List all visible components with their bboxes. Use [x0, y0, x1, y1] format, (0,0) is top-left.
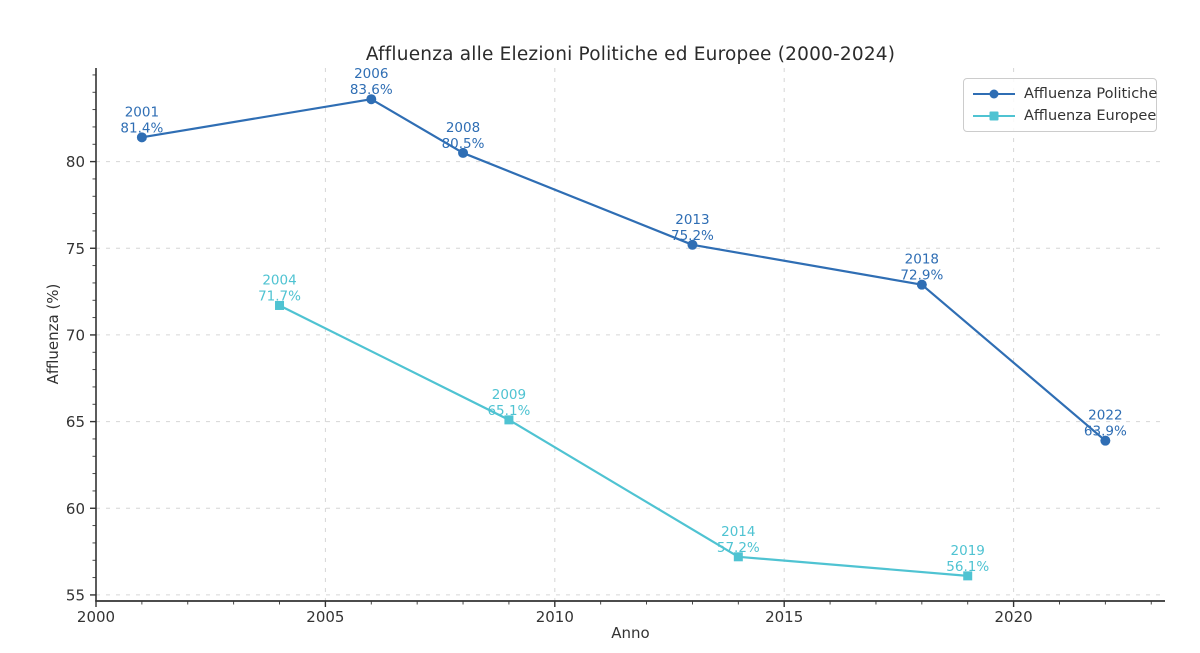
annotation-value: 75.2%	[671, 228, 714, 244]
x-axis-label: Anno	[611, 624, 650, 642]
x-tick-label: 2010	[536, 608, 574, 626]
x-tick-label: 2005	[306, 608, 344, 626]
y-tick-label: 80	[66, 153, 85, 171]
legend-box: Affluenza Politiche Affluenza Europee	[963, 78, 1157, 132]
annotation-value: 81.4%	[120, 120, 163, 136]
annotation-year: 2022	[1088, 408, 1122, 424]
annotation-year: 2001	[125, 104, 159, 120]
legend-label-europee: Affluenza Europee	[1024, 108, 1157, 124]
annotation-year: 2009	[492, 387, 526, 403]
series-line	[278, 304, 969, 577]
y-tick-label: 60	[66, 500, 85, 518]
y-tick-label: 75	[66, 240, 85, 258]
y-axis-label: Affluenza (%)	[44, 283, 62, 385]
data-point-marker	[687, 239, 698, 250]
x-tick-label: 2020	[995, 608, 1033, 626]
annotation-value: 71.7%	[258, 288, 301, 304]
data-point-marker	[275, 300, 285, 310]
series-line	[140, 98, 1107, 442]
legend-line-square-icon	[973, 111, 1015, 121]
square-marker-icon	[989, 111, 999, 121]
annotation-year: 2004	[262, 272, 296, 288]
data-point-marker	[366, 94, 377, 105]
annotation-year: 2013	[675, 212, 709, 228]
legend-line-circle-icon	[973, 89, 1015, 99]
legend-entry-politiche: Affluenza Politiche	[973, 86, 1157, 102]
annotation-year: 2014	[721, 524, 755, 540]
x-tick-label: 2000	[77, 608, 115, 626]
annotation-value: 65.1%	[487, 403, 530, 419]
y-tick-label: 55	[66, 586, 85, 604]
circle-marker-icon	[989, 89, 999, 99]
annotation-year: 2008	[446, 120, 480, 136]
chart-title: Affluenza alle Elezioni Politiche ed Eur…	[365, 44, 896, 65]
data-point-marker	[1100, 435, 1111, 446]
legend-label-politiche: Affluenza Politiche	[1024, 86, 1158, 102]
annotation-value: 83.6%	[350, 82, 393, 98]
data-point-marker	[733, 552, 743, 562]
annotation-value: 57.2%	[717, 540, 760, 556]
y-tick-label: 65	[66, 413, 85, 431]
legend-entry-europee: Affluenza Europee	[973, 108, 1156, 124]
annotation-value: 56.1%	[946, 559, 989, 575]
annotation-value: 80.5%	[442, 136, 485, 152]
data-point-marker	[916, 279, 927, 290]
annotation-value: 63.9%	[1084, 424, 1127, 440]
x-tick-label: 2015	[765, 608, 803, 626]
y-tick-label: 70	[66, 326, 85, 344]
data-point-marker	[458, 147, 469, 158]
annotation-value: 72.9%	[900, 268, 943, 284]
annotation-year: 2019	[951, 543, 985, 559]
data-point-marker	[963, 571, 973, 581]
annotation-year: 2006	[354, 66, 388, 82]
data-point-marker	[504, 415, 514, 425]
data-point-marker	[136, 132, 147, 143]
annotation-year: 2018	[905, 252, 939, 268]
